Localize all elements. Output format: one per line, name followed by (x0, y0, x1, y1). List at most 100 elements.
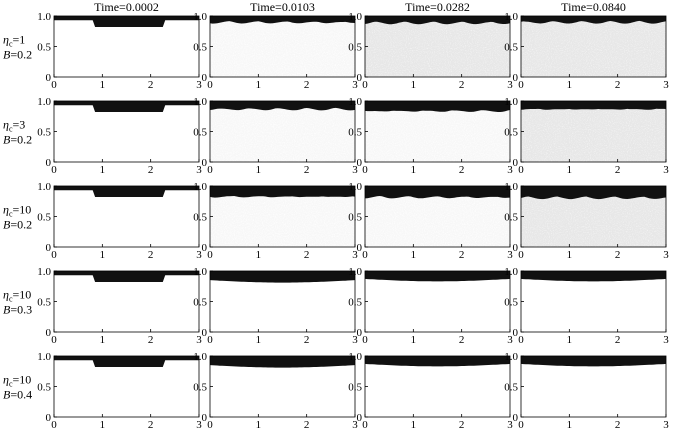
column-title: Time=0.0282 (405, 0, 470, 14)
y-tick-label: 1.0 (504, 96, 518, 108)
x-tick-label: 0 (362, 164, 368, 176)
dense-layer (210, 356, 355, 368)
x-tick-label: 1 (256, 249, 262, 261)
field-panel: 0 1 2 300.51.0 (504, 96, 669, 176)
x-tick-label: 2 (615, 334, 621, 346)
x-tick-label: 2 (304, 334, 310, 346)
x-tick-label: 0 (518, 79, 524, 91)
y-tick-label: 0 (46, 327, 52, 339)
x-tick-label: 1 (256, 334, 262, 346)
y-tick-label: 0.5 (37, 212, 51, 224)
panel-speckle (521, 101, 666, 162)
x-tick-label: 0 (518, 334, 524, 346)
dense-layer (365, 16, 510, 25)
y-tick-label: 0.5 (37, 42, 51, 54)
dense-layer (365, 356, 510, 367)
y-tick-label: 0.5 (193, 382, 207, 394)
x-tick-label: 3 (507, 334, 513, 346)
y-tick-label: 0 (202, 412, 208, 424)
y-tick-label: 0 (357, 72, 363, 84)
x-tick-label: 2 (615, 79, 621, 91)
panel-speckle (521, 16, 666, 77)
y-tick-label: 0.5 (504, 297, 518, 309)
x-tick-label: 2 (304, 419, 310, 429)
dense-layer (365, 271, 510, 282)
y-tick-label: 1.0 (37, 11, 51, 23)
row-label-b: B=0.2 (3, 133, 32, 147)
x-tick-label: 3 (507, 164, 513, 176)
y-tick-label: 1.0 (504, 266, 518, 278)
y-tick-label: 0 (513, 327, 519, 339)
y-tick-label: 0.5 (348, 297, 362, 309)
x-tick-label: 2 (459, 419, 465, 429)
y-tick-label: 1.0 (348, 96, 362, 108)
y-tick-label: 0.5 (504, 382, 518, 394)
y-tick-label: 0 (46, 157, 52, 169)
x-tick-label: 3 (507, 249, 513, 261)
x-tick-label: 3 (196, 249, 202, 261)
field-panel: 0 1 2 300.51.0 (37, 96, 202, 176)
x-tick-label: 2 (148, 419, 154, 429)
y-tick-label: 0.5 (348, 212, 362, 224)
x-tick-label: 1 (100, 419, 106, 429)
x-tick-label: 1 (256, 164, 262, 176)
y-tick-label: 0.5 (193, 42, 207, 54)
row-label-eta: ηc=10 (3, 288, 31, 304)
x-tick-label: 3 (352, 334, 358, 346)
dense-layer (54, 186, 199, 197)
y-tick-label: 1.0 (37, 266, 51, 278)
dense-layer (521, 356, 666, 367)
column-title: Time=0.0002 (94, 0, 159, 14)
y-tick-label: 0.5 (37, 127, 51, 139)
x-tick-label: 2 (304, 164, 310, 176)
row-label-b: B=0.2 (3, 218, 32, 232)
x-tick-label: 0 (362, 79, 368, 91)
dense-layer (365, 186, 510, 199)
field-panel: 0 1 2 300.51.0 (37, 181, 202, 261)
y-tick-label: 0 (202, 72, 208, 84)
x-tick-label: 0 (51, 79, 57, 91)
y-tick-label: 0 (202, 327, 208, 339)
x-tick-label: 2 (459, 164, 465, 176)
y-tick-label: 1.0 (504, 351, 518, 363)
y-tick-label: 1.0 (193, 351, 207, 363)
field-panel: 0 1 2 300.51.0 (504, 11, 669, 91)
x-tick-label: 3 (196, 419, 202, 429)
y-tick-label: 0.5 (348, 127, 362, 139)
panel-speckle (210, 16, 355, 77)
x-tick-label: 3 (352, 419, 358, 429)
field-panel: 0 1 2 300.51.0 (37, 11, 202, 91)
x-tick-label: 0 (51, 334, 57, 346)
y-tick-label: 1.0 (348, 351, 362, 363)
x-tick-label: 3 (663, 419, 669, 429)
x-tick-label: 1 (100, 164, 106, 176)
y-tick-label: 1.0 (37, 351, 51, 363)
y-tick-label: 0.5 (193, 212, 207, 224)
x-tick-label: 0 (518, 419, 524, 429)
x-tick-label: 3 (352, 249, 358, 261)
field-panel: 0 1 2 300.51.0 (37, 351, 202, 429)
x-tick-label: 3 (196, 334, 202, 346)
x-tick-label: 1 (100, 334, 106, 346)
x-tick-label: 0 (51, 419, 57, 429)
y-tick-label: 0 (46, 242, 52, 254)
column-titles: Time=0.0002 Time=0.0103 Time=0.0282 Time=0.… (94, 0, 626, 14)
dense-layer (521, 16, 666, 24)
x-tick-label: 0 (518, 164, 524, 176)
x-tick-label: 1 (567, 419, 573, 429)
x-tick-label: 1 (567, 79, 573, 91)
y-tick-label: 0 (357, 157, 363, 169)
x-tick-label: 1 (567, 334, 573, 346)
field-panel: 0 1 2 300.51.0 (37, 266, 202, 346)
y-tick-label: 0.5 (348, 382, 362, 394)
x-tick-label: 0 (362, 419, 368, 429)
row-label-b: B=0.3 (3, 303, 32, 317)
dense-layer (54, 101, 199, 112)
x-tick-label: 3 (352, 79, 358, 91)
y-tick-label: 1.0 (348, 11, 362, 23)
y-tick-label: 0 (46, 412, 52, 424)
field-panel: 0 1 2 300.51.0 (348, 266, 513, 346)
x-tick-label: 3 (352, 164, 358, 176)
dense-layer (54, 356, 199, 367)
row-label-eta: ηc=1 (3, 33, 25, 49)
